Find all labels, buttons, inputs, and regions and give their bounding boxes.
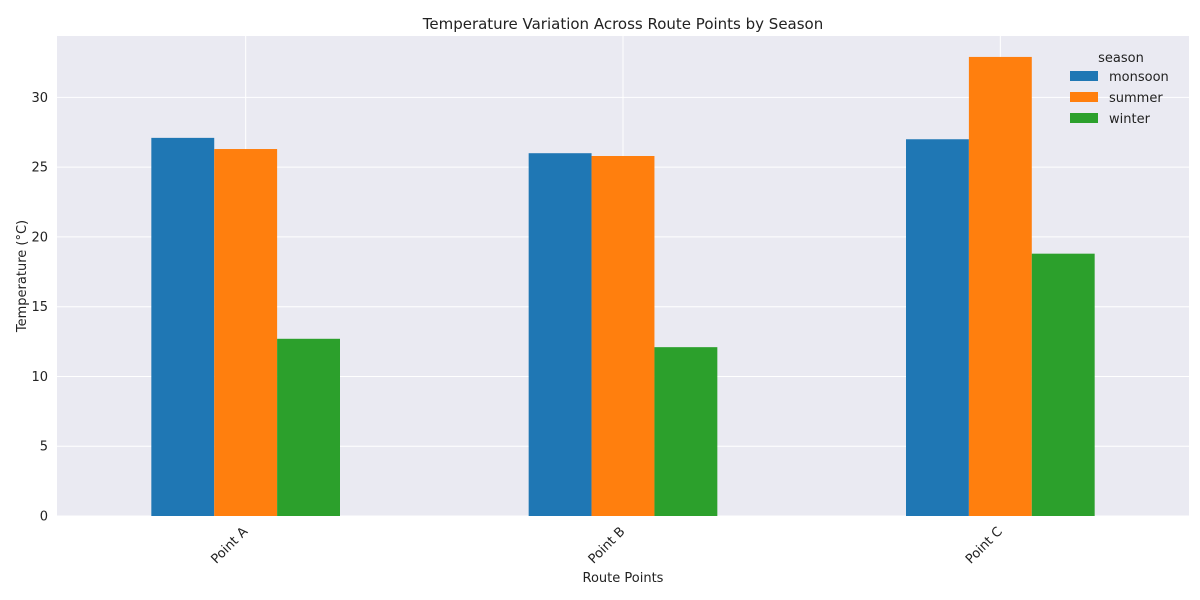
- y-tick-label: 5: [40, 440, 48, 455]
- x-tick-label: Point B: [586, 524, 629, 567]
- legend-swatch-monsoon: [1070, 71, 1098, 81]
- y-axis-label: Temperature (°C): [15, 220, 30, 333]
- bar-monsoon-point-b: [528, 153, 592, 517]
- x-tick-label: Point C: [963, 524, 1006, 567]
- y-tick-label: 20: [31, 230, 48, 245]
- legend-label-summer: summer: [1109, 91, 1163, 106]
- bar-monsoon-point-c: [906, 139, 969, 517]
- legend-label-monsoon: monsoon: [1109, 70, 1169, 85]
- bar-winter-point-c: [1031, 253, 1095, 516]
- bar-summer-point-b: [591, 156, 655, 516]
- legend-title: season: [1098, 51, 1144, 66]
- y-tick-label: 10: [31, 370, 48, 385]
- x-tick-label: Point A: [208, 524, 251, 567]
- y-tick-label: 0: [40, 510, 48, 525]
- x-axis-ticks: Point A Point B Point C: [208, 524, 1005, 567]
- bar-summer-point-c: [968, 56, 1032, 516]
- bar-monsoon-point-a: [151, 137, 215, 516]
- legend-swatch-winter: [1070, 113, 1098, 123]
- y-tick-label: 25: [31, 161, 48, 176]
- legend-swatch-summer: [1070, 92, 1098, 102]
- y-tick-label: 30: [31, 91, 48, 106]
- legend: season monsoon summer winter: [1070, 51, 1169, 127]
- y-tick-label: 15: [31, 300, 48, 315]
- bars: [151, 56, 1095, 517]
- legend-label-winter: winter: [1109, 112, 1151, 127]
- y-axis-ticks: 0 5 10 15 20 25 30: [31, 91, 48, 525]
- bar-summer-point-a: [214, 149, 278, 516]
- bar-winter-point-a: [277, 338, 340, 516]
- x-axis-label: Route Points: [583, 571, 664, 586]
- chart-title: Temperature Variation Across Route Point…: [422, 15, 824, 33]
- bar-winter-point-b: [654, 347, 718, 516]
